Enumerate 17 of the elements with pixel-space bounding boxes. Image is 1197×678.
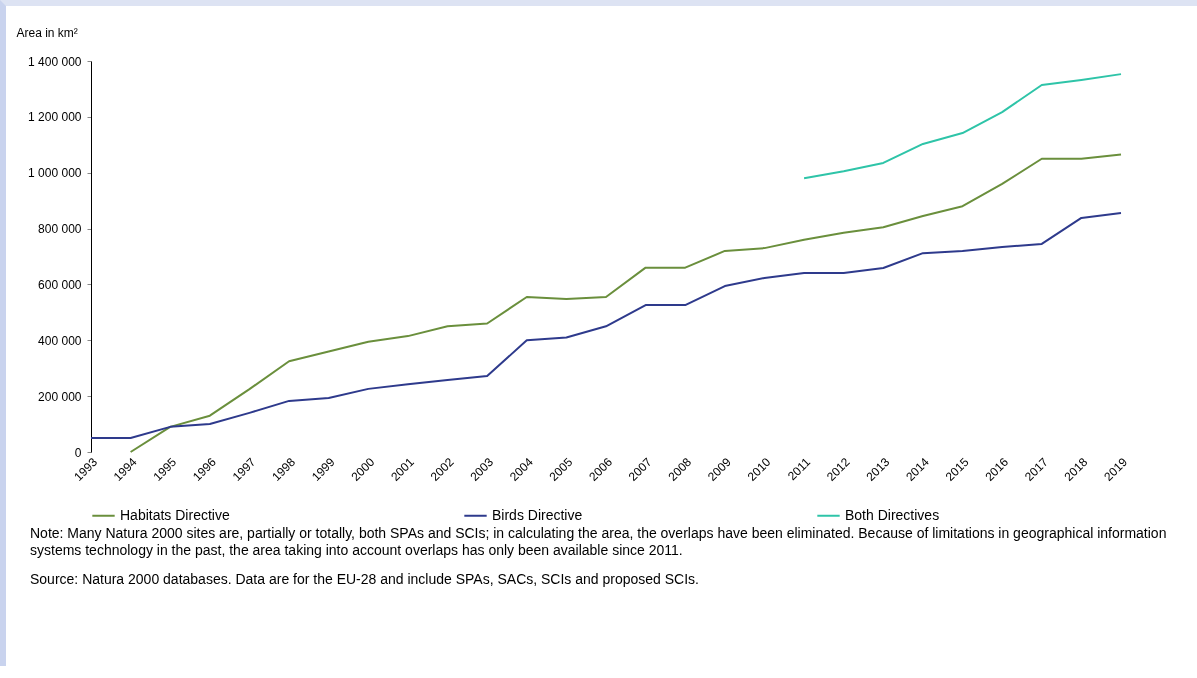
source-note: Source: Natura 2000 databases. Data are for the EU-28 and include SPAs, SACs, SCIs and proposed SCIs. [30, 571, 700, 588]
text: Note: Many Natura 2000 sites are, partially or totally, both SPAs and SCIs; in calculating the area, the overlaps have been eliminated. Because of limitations in geographical information systems technology in the past, the area taking into account overlaps has only been available since 2011. [30, 525, 1168, 559]
y-tick-label: 400 000 [38, 333, 82, 348]
y-tick-label: 600 000 [38, 277, 82, 292]
line-series [129, 153, 1122, 453]
line-series [803, 73, 1122, 180]
legend-label: Birds Directive [492, 506, 583, 523]
line-series [90, 211, 1122, 440]
y-tick-label: 200 000 [38, 389, 82, 404]
y-tick-label: 1 400 000 [28, 54, 82, 69]
y-tick-label: 0 [74, 445, 82, 460]
y-tick-label: 1 000 000 [28, 166, 82, 181]
y-axis-title: Area in km² [16, 25, 78, 40]
y-tick-label: 800 000 [38, 222, 82, 237]
y-tick-label: 1 200 000 [28, 110, 82, 125]
legend-label: Habitats Directive [120, 506, 230, 523]
legend-label: Both Directives [845, 506, 940, 523]
